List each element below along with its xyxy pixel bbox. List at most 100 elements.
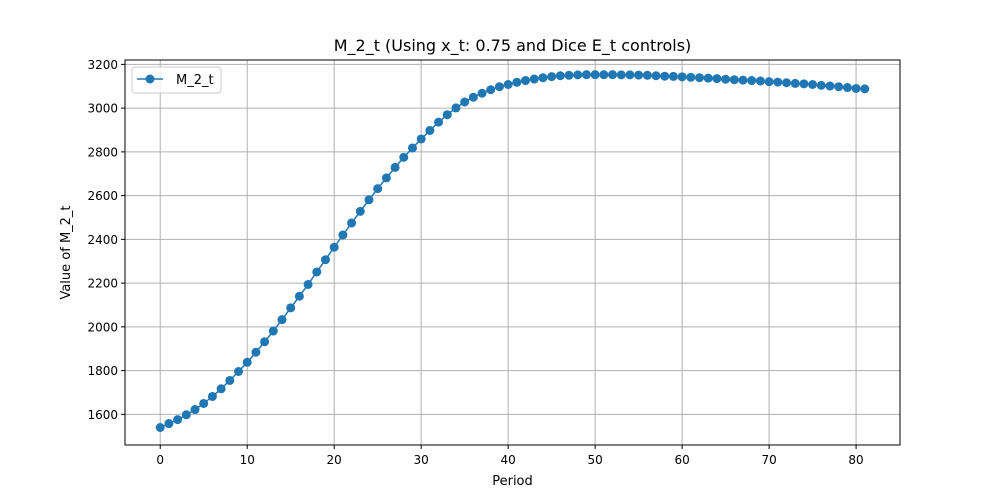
data-point (477, 88, 487, 98)
data-point (277, 315, 287, 325)
data-point (842, 83, 852, 93)
data-point (642, 70, 652, 80)
data-point (816, 80, 826, 90)
data-point (721, 74, 731, 84)
data-point (416, 134, 426, 144)
data-point (355, 206, 365, 216)
data-point (825, 81, 835, 91)
data-point (747, 76, 757, 86)
data-point (729, 75, 739, 85)
data-point (216, 384, 226, 394)
data-point (399, 152, 409, 162)
x-tick-label: 60 (674, 453, 689, 467)
data-point (251, 347, 261, 357)
data-point (547, 72, 557, 82)
data-point (581, 70, 591, 80)
data-point (425, 125, 435, 135)
data-point (521, 76, 531, 86)
data-point (234, 367, 244, 376)
data-point (538, 73, 548, 83)
data-point (790, 78, 800, 88)
data-point (390, 162, 400, 172)
data-point (808, 80, 818, 89)
data-point (834, 82, 844, 92)
data-point (199, 398, 209, 408)
data-point (529, 74, 539, 84)
data-point (634, 70, 644, 80)
data-point (703, 73, 713, 83)
data-point (773, 77, 783, 87)
data-point (608, 70, 618, 80)
data-point (286, 303, 296, 313)
data-point (599, 70, 609, 80)
chart-title: M_2_t (Using x_t: 0.75 and Dice E_t cont… (334, 36, 692, 56)
data-point (164, 419, 174, 429)
data-point (155, 423, 165, 432)
legend-box (131, 66, 222, 94)
data-point (512, 77, 522, 87)
data-point (338, 230, 348, 240)
data-point (712, 74, 722, 84)
data-point (173, 415, 183, 425)
data-point (738, 75, 748, 85)
data-point (381, 173, 391, 183)
data-point (851, 83, 861, 93)
legend-marker (145, 74, 155, 84)
data-point (294, 291, 304, 301)
x-tick-label: 40 (501, 453, 516, 467)
x-tick-label: 80 (848, 453, 863, 467)
data-point (486, 85, 496, 95)
x-tick-label: 70 (761, 453, 776, 467)
data-point (695, 73, 705, 83)
data-point (660, 71, 670, 81)
data-point (460, 97, 470, 107)
data-point (668, 71, 678, 81)
data-point (303, 279, 313, 289)
data-point (799, 79, 809, 89)
data-point (364, 195, 374, 205)
y-tick-label: 1800 (87, 364, 118, 378)
data-point (312, 267, 322, 277)
data-point (207, 391, 217, 401)
y-tick-label: 1600 (87, 408, 118, 422)
x-tick-label: 0 (156, 453, 164, 467)
data-point (347, 218, 357, 228)
data-point (686, 72, 696, 82)
y-axis-label: Value of M_2_t (59, 205, 74, 299)
data-point (764, 77, 774, 87)
data-point (268, 326, 278, 336)
y-tick-label: 2200 (87, 277, 118, 291)
data-point (329, 242, 339, 252)
data-point (260, 337, 270, 347)
x-tick-label: 30 (414, 453, 429, 467)
data-point (242, 357, 252, 367)
data-point (373, 184, 383, 194)
y-tick-label: 3000 (87, 102, 118, 116)
plot-frame (124, 59, 901, 446)
y-tick-label: 2800 (87, 145, 118, 159)
data-point (181, 410, 191, 420)
data-point (468, 92, 478, 102)
grid (125, 60, 900, 445)
data-point (651, 71, 661, 81)
x-axis-label: Period (492, 474, 533, 489)
data-point (503, 80, 513, 89)
x-tick-label: 10 (240, 453, 255, 467)
data-point (320, 255, 330, 265)
data-point (755, 76, 765, 86)
data-point (860, 84, 870, 94)
y-tick-label: 2000 (87, 320, 118, 334)
data-point (625, 70, 635, 80)
data-point (407, 143, 417, 153)
y-tick-label: 2600 (87, 189, 118, 203)
data-point (451, 103, 461, 113)
x-tick-label: 50 (587, 453, 602, 467)
series-layer (155, 70, 870, 432)
data-point (573, 70, 583, 80)
data-point (590, 70, 600, 80)
data-point (616, 70, 626, 80)
ticks: 0 10 20 30 40 50 60 70 80 1600 1800 2000 2200 2400 260… (87, 58, 863, 467)
data-point (564, 70, 574, 80)
legend-label: M_2_t (176, 73, 214, 88)
